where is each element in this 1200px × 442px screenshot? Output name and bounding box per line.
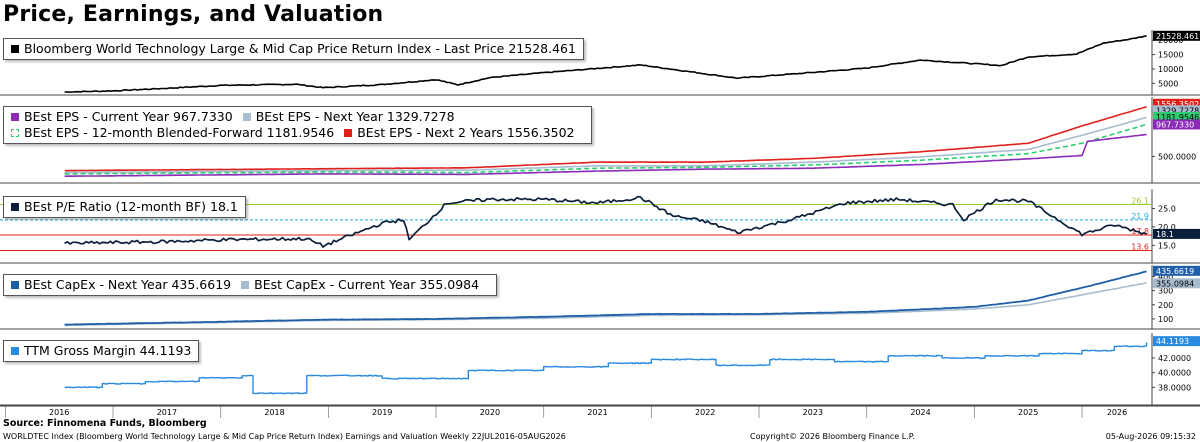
y-tick-label: 25.0 [1158,205,1176,214]
series-eps-current [64,133,1147,177]
x-tick-label: 2025 [1018,408,1038,417]
legend-pe: BEst P/E Ratio (12-month BF) 18.1 [3,196,246,218]
y-tick-label: 42.0000 [1158,354,1191,363]
x-tick-label: 2018 [264,408,284,417]
y-tick-label: 400 [1158,272,1173,281]
legend-swatch-capex-ny [11,281,19,289]
legend-swatch-eps-bf [11,129,19,137]
last-eps-next2-label-box [1153,98,1200,109]
legend-swatch-capex-cy [241,281,250,289]
series-capex-next [64,270,1147,326]
y-tick-label: 15.0 [1158,241,1176,250]
x-tick-label: 2019 [372,408,392,417]
x-tick-label: 2016 [49,408,69,417]
last-eps-next-label: 1329.7278 [1156,106,1199,115]
source-note: Source: Finnomena Funds, Bloomberg [3,418,207,429]
y-tick-label: 40.0000 [1158,369,1191,378]
x-tick-label: 2026 [1107,408,1127,417]
last-eps-blended-label: 1181.9546 [1156,113,1199,122]
series-price [64,35,1147,93]
copyright: Copyright© 2026 Bloomberg Finance L.P. [750,432,915,441]
legend-label-eps-bf: BEst EPS - 12-month Blended-Forward 1181… [24,125,335,140]
y-tick-label: 300 [1158,287,1173,296]
last-eps-current-label-box [1153,119,1200,130]
legend-price: Bloomberg World Technology Large & Mid C… [3,38,584,60]
last-pe-label: 18.1 [1156,230,1174,239]
series-eps-next2 [64,106,1147,172]
last-eps-blended-label-box [1153,111,1200,122]
legend-label-eps-cy: BEst EPS - Current Year 967.7330 [24,109,233,124]
legend-swatch-eps-ny [242,113,251,121]
page-title: Price, Earnings, and Valuation [3,2,384,27]
x-tick-label: 2020 [480,408,500,417]
x-tick-label: 2017 [157,408,177,417]
reference-line-label: 17.8 [1131,227,1149,236]
reference-line-label: 26.1 [1131,196,1149,205]
chart-description: WORLDTEC Index (Bloomberg World Technolo… [3,432,566,441]
last-gm-label: 44.1193 [1156,337,1189,346]
last-price-label-box [1153,30,1200,41]
legend-swatch-eps-cy [11,113,19,121]
y-tick-label: 20.0 [1158,223,1176,232]
y-tick-label: 500.0000 [1158,152,1196,161]
last-capex-current-label: 355.0984 [1156,279,1194,288]
legend-capex: BEst CapEx - Next Year 435.6619 BEst Cap… [3,274,498,296]
legend-label-capex-ny: BEst CapEx - Next Year 435.6619 [24,277,232,292]
legend-label-eps-ny: BEst EPS - Next Year 1329.7278 [255,109,455,124]
legend-swatch-pe [11,203,19,211]
legend-label-gm: TTM Gross Margin 44.1193 [24,343,192,358]
last-eps-current-label: 967.7330 [1156,120,1194,129]
y-tick-label: 200 [1158,301,1173,310]
legend-eps: BEst EPS - Current Year 967.7330 BEst EP… [3,106,593,144]
x-tick-label: 2024 [910,408,930,417]
last-pe-label-box [1153,228,1200,239]
legend-label-capex-cy: BEst CapEx - Current Year 355.0984 [254,277,480,292]
reference-line-label: 21.9 [1131,212,1149,221]
last-eps-next2-label: 1556.3502 [1156,100,1199,109]
last-capex-next-label-box [1153,265,1200,276]
y-tick-label: 10000 [1158,65,1183,74]
source-text: Source: Finnomena Funds, Bloomberg [3,418,207,429]
reference-line-label: 13.6 [1131,242,1149,251]
series-gross-margin [64,342,1148,395]
series-eps-next [64,116,1147,174]
last-eps-next-label-box [1153,105,1200,116]
y-tick-label: 5000 [1158,79,1178,88]
last-gm-label-box [1153,336,1200,347]
legend-swatch-price [11,45,19,53]
y-tick-label: 38.0000 [1158,383,1191,392]
x-tick-label: 2023 [803,408,823,417]
last-capex-current-label-box [1153,278,1200,289]
legend-label-pe: BEst P/E Ratio (12-month BF) 18.1 [24,199,238,214]
series-pe [64,195,1147,248]
y-tick-label: 100 [1158,315,1173,324]
legend-gross-margin: TTM Gross Margin 44.1193 [3,340,200,362]
x-tick-label: 2022 [695,408,715,417]
x-tick-label: 2021 [587,408,607,417]
last-price-label: 21528.461 [1156,32,1199,41]
legend-swatch-eps-n2 [344,129,353,137]
timestamp: 05-Aug-2026 09:15:32 [1105,432,1196,441]
legend-label-eps-n2: BEst EPS - Next 2 Years 1556.3502 [357,125,575,140]
legend-label-price: Bloomberg World Technology Large & Mid C… [24,41,576,56]
last-capex-next-label: 435.6619 [1156,267,1194,276]
legend-swatch-gm [11,347,19,355]
y-tick-label: 15000 [1158,51,1183,60]
series-eps-blended [64,123,1147,175]
